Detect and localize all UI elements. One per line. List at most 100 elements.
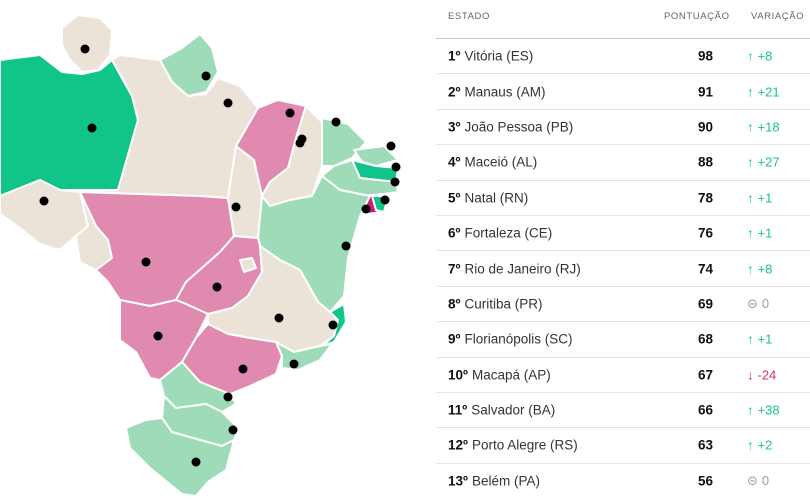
- trend-arrow-icon: ↑: [747, 190, 754, 206]
- capital-marker: [201, 71, 211, 81]
- capital-marker: [386, 141, 396, 151]
- variation-value: +8: [757, 48, 773, 64]
- variation: ↓ -24: [747, 367, 776, 382]
- score: 78: [698, 190, 714, 206]
- state-rn: [353, 145, 399, 167]
- trend-arrow-icon: ↑: [747, 119, 754, 135]
- state-cell: 6º Fortaleza (CE): [448, 226, 552, 241]
- variation: ↑ +21: [747, 84, 780, 99]
- variation: ↑ +8: [747, 49, 772, 64]
- rank: 5º: [448, 190, 461, 206]
- variation-value: +21: [757, 84, 780, 100]
- capital-marker: [231, 202, 241, 212]
- capital-marker: [223, 98, 233, 108]
- variation: ⊝ 0: [747, 473, 769, 489]
- table-row: 13º Belém (PA) 56 ⊝ 0: [436, 464, 810, 498]
- capital-marker: [391, 162, 401, 172]
- state-cell: 11º Salvador (BA): [448, 403, 555, 418]
- score: 69: [698, 296, 714, 312]
- table-row: 2º Manaus (AM) 91 ↑ +21: [436, 74, 810, 110]
- variation: ↑ +38: [747, 403, 780, 418]
- capital-marker: [285, 108, 295, 118]
- capital-marker: [289, 359, 299, 369]
- capital-marker: [191, 457, 201, 467]
- ranking-table: ESTADO PONTUAÇÃO VARIAÇÃO 1º Vitória (ES)…: [436, 0, 810, 500]
- rank: 9º: [448, 331, 461, 347]
- score: 88: [698, 154, 714, 170]
- variation: ↑ +2: [747, 438, 772, 453]
- variation-value: +1: [757, 190, 773, 206]
- state-cell: 5º Natal (RN): [448, 190, 528, 205]
- table-row: 7º Rio de Janeiro (RJ) 74 ↑ +8: [436, 251, 810, 287]
- trend-arrow-icon: ↑: [747, 331, 754, 347]
- trend-arrow-icon: ↓: [747, 367, 754, 383]
- table-row: 12º Porto Alegre (RS) 63 ↑ +2: [436, 428, 810, 464]
- variation: ↑ +1: [747, 332, 772, 347]
- score: 91: [698, 84, 714, 100]
- score: 74: [698, 261, 714, 277]
- rank: 3º: [448, 119, 461, 135]
- capital-marker: [141, 257, 151, 267]
- variation-value: -24: [757, 367, 777, 383]
- trend-arrow-icon: ⊝: [747, 472, 758, 488]
- trend-arrow-icon: ↑: [747, 261, 754, 277]
- variation: ↑ +1: [747, 226, 772, 241]
- city-name: Florianópolis (SC): [464, 331, 573, 347]
- city-name: Porto Alegre (RS): [471, 437, 578, 453]
- variation-value: 0: [761, 472, 770, 488]
- trend-arrow-icon: ↑: [747, 154, 754, 170]
- variation-value: +2: [757, 437, 773, 453]
- score: 63: [698, 437, 714, 453]
- table-row: 10º Macapá (AP) 67 ↓ -24: [436, 358, 810, 393]
- state-cell: 9º Florianópolis (SC): [448, 332, 573, 347]
- city-name: Maceió (AL): [464, 154, 538, 170]
- state-cell: 7º Rio de Janeiro (RJ): [448, 261, 581, 276]
- capital-marker: [87, 123, 97, 133]
- variation-value: +8: [757, 261, 773, 277]
- city-name: Belém (PA): [471, 473, 540, 489]
- capital-marker: [274, 313, 284, 323]
- city-name: Macapá (AP): [471, 367, 551, 383]
- table-row: 5º Natal (RN) 78 ↑ +1: [436, 181, 810, 216]
- rank: 6º: [448, 225, 461, 241]
- table-row: 3º João Pessoa (PB) 90 ↑ +18: [436, 110, 810, 146]
- city-name: Salvador (BA): [471, 402, 556, 418]
- rank: 2º: [448, 84, 461, 100]
- state-cell: 4º Maceió (AL): [448, 155, 537, 170]
- capital-marker: [238, 364, 248, 374]
- variation-value: +27: [757, 154, 780, 170]
- table-row: 8º Curitiba (PR) 69 ⊝ 0: [436, 287, 810, 323]
- state-cell: 2º Manaus (AM): [448, 84, 545, 99]
- trend-arrow-icon: ↑: [747, 437, 754, 453]
- rank: 7º: [448, 261, 461, 277]
- brazil-choropleth-map: [0, 14, 401, 497]
- table-header: ESTADO PONTUAÇÃO VARIAÇÃO: [436, 0, 810, 39]
- city-name: Curitiba (PR): [464, 296, 543, 312]
- score: 66: [698, 402, 714, 418]
- rank: 1º: [448, 48, 461, 64]
- city-name: João Pessoa (PB): [464, 119, 574, 135]
- state-df: [239, 257, 257, 273]
- capital-marker: [331, 117, 341, 127]
- trend-arrow-icon: ↑: [747, 225, 754, 241]
- table-row: 9º Florianópolis (SC) 68 ↑ +1: [436, 322, 810, 358]
- variation-value: +1: [757, 225, 773, 241]
- table-body: 1º Vitória (ES) 98 ↑ +8 2º Manaus (AM) 91 ↑ +21 3º…: [436, 39, 810, 498]
- state-am: [0, 54, 139, 197]
- capital-marker: [328, 320, 338, 330]
- state-rr: [61, 14, 113, 73]
- header-state: ESTADO: [448, 11, 490, 22]
- variation: ↑ +18: [747, 119, 780, 134]
- state-cell: 8º Curitiba (PR): [448, 296, 542, 311]
- rank: 4º: [448, 154, 461, 170]
- score: 76: [698, 225, 714, 241]
- state-ce: [321, 117, 367, 167]
- state-cell: 3º João Pessoa (PB): [448, 119, 573, 134]
- score: 68: [698, 331, 714, 347]
- capital-marker: [223, 392, 233, 402]
- capital-marker: [361, 204, 371, 214]
- trend-arrow-icon: ⊝: [747, 295, 758, 311]
- state-rs: [125, 417, 235, 497]
- city-name: Fortaleza (CE): [464, 225, 553, 241]
- score: 56: [698, 473, 714, 489]
